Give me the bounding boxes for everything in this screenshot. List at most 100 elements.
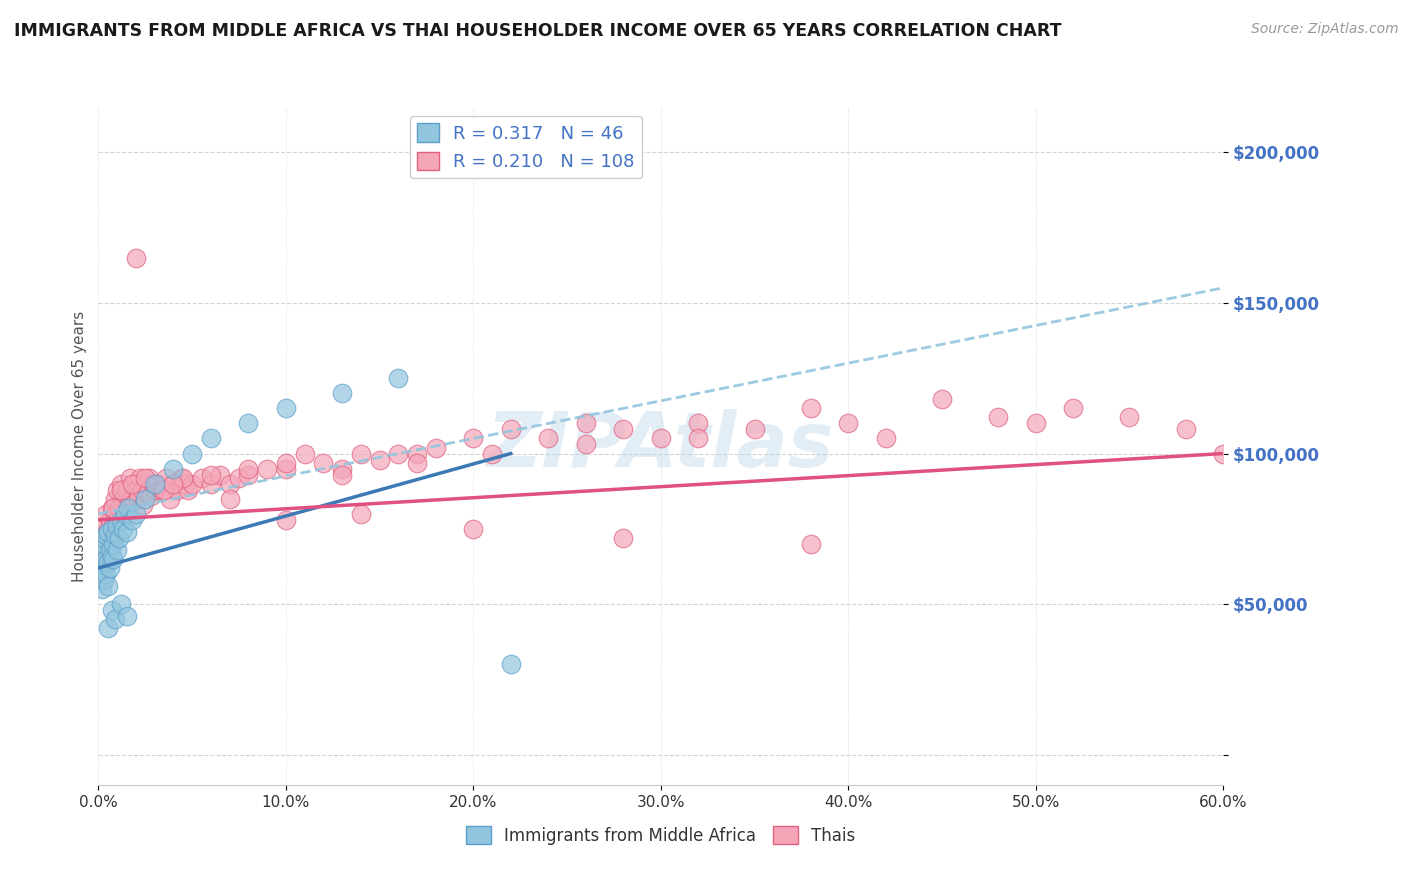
Point — [150, 483, 173, 497]
Point — [105, 513, 128, 527]
Point — [91, 531, 114, 545]
Point — [100, 603, 122, 617]
Point — [121, 476, 143, 491]
Point — [111, 522, 134, 536]
Point — [97, 552, 120, 566]
Point — [350, 507, 373, 521]
Point — [330, 467, 353, 482]
Point — [127, 491, 149, 506]
Point — [162, 476, 184, 491]
Point — [931, 392, 953, 407]
Point — [575, 417, 598, 431]
Point — [110, 513, 132, 527]
Point — [115, 524, 138, 539]
Point — [105, 483, 128, 497]
Point — [177, 483, 200, 497]
Point — [110, 483, 132, 497]
Point — [114, 507, 136, 521]
Point — [115, 483, 138, 497]
Point — [100, 531, 122, 545]
Point — [143, 476, 166, 491]
Point — [98, 513, 121, 527]
Point — [104, 528, 127, 542]
Point — [330, 461, 353, 475]
Point — [128, 470, 150, 484]
Point — [97, 555, 120, 569]
Point — [125, 251, 148, 265]
Point — [209, 467, 232, 482]
Point — [190, 470, 212, 484]
Point — [800, 401, 823, 416]
Point — [294, 446, 316, 460]
Point — [837, 417, 859, 431]
Point — [105, 543, 128, 558]
Point — [103, 500, 125, 515]
Point — [100, 549, 122, 563]
Point — [155, 470, 177, 484]
Point — [94, 567, 117, 582]
Point — [330, 386, 353, 401]
Point — [499, 657, 522, 672]
Point — [238, 461, 260, 475]
Point — [121, 513, 143, 527]
Point — [104, 491, 127, 506]
Point — [228, 470, 250, 484]
Point — [162, 476, 184, 491]
Point — [134, 470, 156, 484]
Point — [463, 522, 485, 536]
Point — [312, 456, 335, 470]
Point — [93, 558, 115, 572]
Point — [94, 528, 117, 542]
Point — [688, 432, 710, 446]
Point — [103, 519, 125, 533]
Point — [218, 491, 240, 506]
Point — [131, 483, 153, 497]
Point — [350, 446, 373, 460]
Point — [387, 446, 409, 460]
Point — [256, 461, 278, 475]
Point — [134, 491, 156, 506]
Point — [274, 456, 297, 470]
Point — [100, 500, 122, 515]
Point — [103, 552, 125, 566]
Point — [172, 470, 194, 484]
Point — [499, 422, 522, 436]
Point — [94, 507, 117, 521]
Point — [1212, 446, 1234, 460]
Point — [166, 483, 188, 497]
Point — [425, 441, 447, 455]
Point — [108, 531, 131, 545]
Point — [115, 609, 138, 624]
Point — [122, 476, 145, 491]
Legend: Immigrants from Middle Africa, Thais: Immigrants from Middle Africa, Thais — [460, 819, 862, 851]
Point — [173, 476, 195, 491]
Point — [89, 543, 111, 558]
Point — [110, 513, 132, 527]
Point — [612, 422, 634, 436]
Point — [387, 371, 409, 385]
Point — [463, 432, 485, 446]
Text: ZIPAtlas: ZIPAtlas — [486, 409, 835, 483]
Point — [148, 476, 170, 491]
Point — [97, 522, 120, 536]
Point — [97, 524, 120, 539]
Point — [537, 432, 560, 446]
Point — [104, 507, 127, 521]
Point — [238, 467, 260, 482]
Point — [134, 476, 156, 491]
Point — [170, 470, 193, 484]
Point — [153, 483, 176, 497]
Point — [91, 561, 114, 575]
Point — [688, 417, 710, 431]
Point — [200, 432, 222, 446]
Text: Source: ZipAtlas.com: Source: ZipAtlas.com — [1251, 22, 1399, 37]
Point — [136, 485, 159, 500]
Point — [93, 537, 115, 551]
Point — [406, 446, 429, 460]
Point — [93, 573, 115, 587]
Point — [481, 446, 503, 460]
Point — [132, 498, 155, 512]
Point — [218, 476, 240, 491]
Point — [139, 489, 162, 503]
Point — [650, 432, 672, 446]
